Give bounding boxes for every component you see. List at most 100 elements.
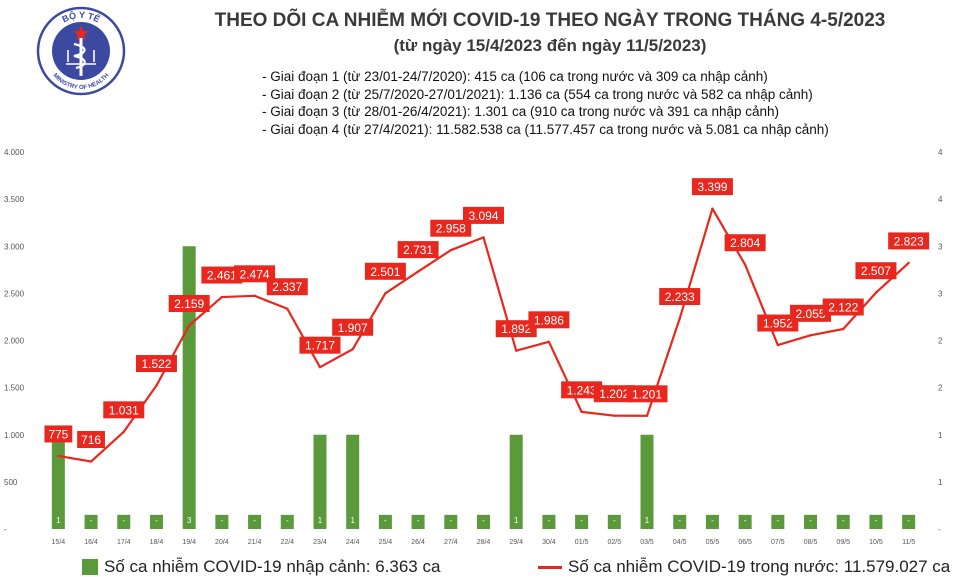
- y-left-tick-label: 3.000: [4, 242, 25, 251]
- y-right-tick-label: 4: [938, 148, 943, 157]
- bar-imported: [117, 514, 131, 529]
- phase-note: - Giai đoạn 1 (từ 23/01-24/7/2020): 415 …: [262, 69, 768, 84]
- line-point: [678, 317, 681, 320]
- line-label-box: [234, 265, 276, 283]
- x-tick-label: 06/5: [738, 539, 752, 546]
- bar-value-label: -: [90, 516, 93, 525]
- line-point: [743, 263, 747, 266]
- line-point: [57, 454, 60, 458]
- y-left-tick-label: -: [4, 525, 7, 534]
- y-left-tick-label: 2.000: [4, 337, 25, 346]
- bar-value-label: -: [907, 516, 910, 525]
- chart-subtitle: (từ ngày 15/4/2023 đến ngày 11/5/2023): [393, 36, 707, 55]
- x-tick-label: 03/5: [640, 539, 654, 546]
- line-label-box: [757, 314, 799, 332]
- bar-imported: [444, 514, 458, 529]
- x-tick-label: 28/4: [477, 539, 491, 546]
- y-left-tick-label: 2.500: [4, 289, 25, 298]
- x-tick-label: 29/4: [509, 539, 523, 546]
- bar-imported: [346, 434, 360, 529]
- x-tick-label: 22/4: [280, 539, 294, 546]
- line-value-label: 1.201: [632, 387, 662, 401]
- x-tick-label: 10/5: [869, 539, 883, 546]
- bar-imported: [607, 514, 621, 529]
- bar-imported: [771, 514, 785, 529]
- line-label-box: [266, 278, 308, 296]
- bar-value-label: 1: [56, 516, 61, 525]
- bar-value-label: -: [122, 516, 125, 525]
- line-value-label: 2.461: [207, 269, 237, 283]
- bar-imported: [280, 514, 294, 529]
- bar-value-label: 1: [350, 516, 355, 525]
- x-tick-label: 17/4: [117, 539, 131, 546]
- line-value-label: 2.731: [403, 243, 433, 257]
- x-tick-label: 23/4: [313, 539, 327, 546]
- bar-value-label: 1: [514, 516, 519, 525]
- legend-label-imported: Số ca nhiễm COVID-19 nhập cảnh: 6.363 ca: [104, 557, 441, 576]
- x-tick-label: 21/4: [248, 539, 262, 546]
- line-label-box: [77, 431, 105, 449]
- x-tick-label: 30/4: [542, 539, 556, 546]
- x-tick-label: 19/4: [182, 539, 196, 546]
- x-tick-label: 15/4: [52, 539, 66, 546]
- bar-imported: [477, 514, 490, 529]
- bar-imported: [248, 514, 262, 529]
- line-point: [645, 414, 649, 418]
- line-value-label: 1.907: [338, 321, 368, 335]
- line-value-label: 2.474: [240, 267, 270, 281]
- line-point: [482, 236, 485, 239]
- line-label-box: [888, 232, 930, 250]
- x-tick-label: 24/4: [346, 539, 360, 546]
- line-point: [122, 430, 125, 434]
- bar-imported: [836, 514, 850, 529]
- phase-notes: - Giai đoạn 1 (từ 23/01-24/7/2020): 415 …: [262, 68, 829, 138]
- line-value-label: 1.717: [305, 339, 335, 353]
- line-point: [384, 292, 387, 295]
- phase-note: - Giai đoạn 2 (từ 25/7/2020-27/01/2021):…: [262, 86, 813, 102]
- legend: Số ca nhiễm COVID-19 nhập cảnh: 6.363 ca…: [0, 557, 960, 577]
- bar-value-label: -: [286, 516, 289, 525]
- bar-value-label: 1: [645, 516, 650, 525]
- line-point: [515, 349, 518, 352]
- covid-cases-chart: - 500 1.000 1.500 2.000 2.500 3.000 3.500 4.000 -…: [4, 148, 943, 546]
- bar-imported: [542, 514, 556, 529]
- legend-swatch-bar: [82, 559, 98, 575]
- line-point: [351, 348, 354, 351]
- line-label-box: [561, 381, 603, 399]
- line-label-box: [168, 295, 210, 313]
- chart-title: THEO DÕI CA NHIỄM MỚI COVID-19 THEO NGÀY…: [214, 10, 886, 31]
- line-point: [416, 270, 420, 273]
- line-value-label: 2.233: [665, 290, 695, 304]
- legend-item-domestic: Số ca nhiễm COVID-19 trong nước: 11.579.…: [538, 557, 950, 577]
- bar-value-label: -: [548, 516, 551, 525]
- bar-value-label: -: [809, 516, 812, 525]
- line-value-label: 1.243: [567, 383, 597, 397]
- line-value-label: 2.055: [796, 307, 826, 321]
- line-point: [187, 324, 191, 327]
- line-point: [286, 307, 289, 310]
- line-label-box: [430, 219, 472, 237]
- line-value-label: 2.501: [370, 265, 400, 279]
- line-label-box: [626, 385, 668, 403]
- bar-imported: [411, 514, 425, 529]
- bar-imported: [705, 514, 719, 529]
- line-value-label: 3.399: [697, 180, 727, 194]
- x-tick-label: 26/4: [411, 539, 425, 546]
- line-point: [907, 261, 910, 265]
- bar-value-label: -: [221, 516, 224, 525]
- line-value-label: 1.952: [763, 317, 793, 331]
- line-value-label: 1.892: [501, 322, 531, 336]
- x-tick-label: 04/5: [673, 539, 687, 546]
- bar-imported: [804, 514, 818, 529]
- y-right-tick-label: 4: [938, 195, 943, 204]
- y-left-tick-label: 3.500: [4, 195, 25, 204]
- x-tick-label: 02/5: [608, 539, 622, 546]
- line-label-box: [659, 288, 701, 306]
- line-value-label: 1.031: [109, 403, 139, 417]
- line-label-box: [364, 262, 406, 280]
- bar-imported: [575, 514, 589, 529]
- bar-imported: [509, 434, 523, 529]
- line-value-label: 1.202: [599, 387, 629, 401]
- line-label-box: [103, 401, 145, 419]
- bar-value-label: 1: [318, 516, 323, 525]
